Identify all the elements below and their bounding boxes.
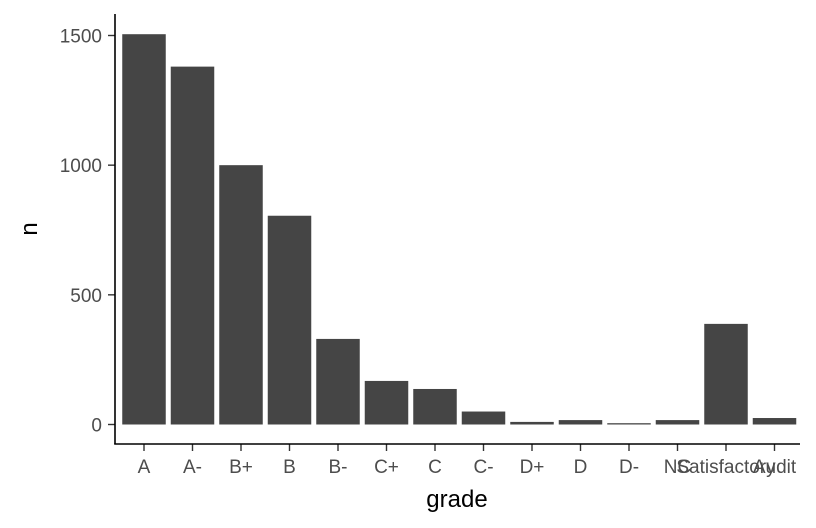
bar-c xyxy=(413,388,457,425)
bar-satisfactory xyxy=(704,323,748,425)
bar-b-minus xyxy=(316,338,360,425)
bar-d xyxy=(558,420,603,425)
x-tick-label: C+ xyxy=(374,457,399,478)
y-tick-label: 500 xyxy=(70,286,102,307)
x-tick-label: Audit xyxy=(753,457,797,478)
x-tick-label: D xyxy=(574,457,588,478)
x-tick-label: NC xyxy=(664,457,691,478)
x-tick-label: Satisfactory xyxy=(676,457,776,478)
bar-c-plus xyxy=(364,380,409,425)
bar-a xyxy=(122,34,166,425)
bar-d-plus xyxy=(510,421,554,425)
y-axis-title: n xyxy=(16,222,43,235)
x-tick-label: D+ xyxy=(520,457,545,478)
x-tick-label: D- xyxy=(619,457,639,478)
bar-d-minus xyxy=(607,423,651,425)
bar-b xyxy=(267,215,312,425)
bar-nc xyxy=(655,420,700,425)
x-axis-title: grade xyxy=(426,486,487,513)
x-tick-label: B- xyxy=(329,457,348,478)
x-tick-label: A- xyxy=(183,457,202,478)
x-tick-label: C- xyxy=(473,457,493,478)
y-tick-label: 1000 xyxy=(60,156,102,177)
bar-a-minus xyxy=(170,66,215,425)
y-tick-label: 0 xyxy=(91,416,102,437)
y-tick-label: 1500 xyxy=(60,27,102,48)
bar-c-minus xyxy=(461,411,506,425)
bars-group xyxy=(122,34,797,425)
x-tick-label: C xyxy=(428,457,442,478)
bar-b-plus xyxy=(219,165,263,425)
x-tick-label: B xyxy=(283,457,296,478)
x-tick-label: B+ xyxy=(229,457,253,478)
bar-audit xyxy=(752,418,797,425)
y-ticks-group: 0 500 1000 1500 xyxy=(60,27,115,437)
x-tick-label: A xyxy=(138,457,151,478)
